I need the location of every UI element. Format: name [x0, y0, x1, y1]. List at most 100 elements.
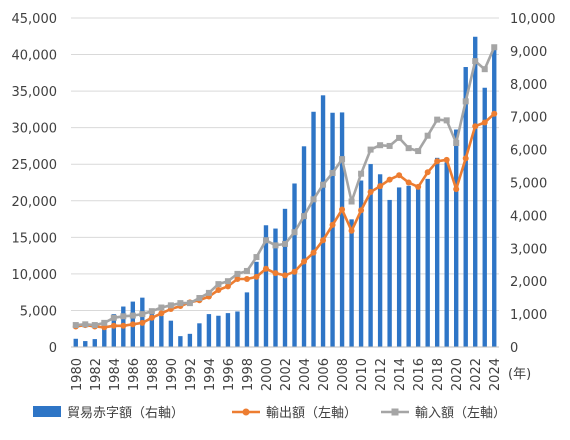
import-point — [424, 132, 431, 139]
import-point — [339, 156, 346, 163]
left-axis-tick-label: 45,000 — [12, 12, 58, 27]
export-point — [367, 189, 374, 196]
deficit-bar — [111, 314, 116, 347]
left-axis-tick-label: 0 — [49, 341, 57, 356]
import-point — [348, 198, 355, 205]
deficit-bar — [473, 36, 478, 348]
export-point — [348, 227, 355, 234]
export-point — [329, 221, 336, 228]
import-point — [282, 240, 288, 247]
deficit-bar — [415, 189, 421, 347]
import-point — [453, 140, 460, 147]
right-axis-tick-label: 1,000 — [510, 308, 547, 323]
legend-swatch — [242, 408, 250, 416]
deficit-bar — [235, 311, 240, 347]
x-axis-tick-label: 2002 — [279, 358, 294, 391]
export-point — [139, 319, 146, 326]
import-point — [243, 267, 250, 274]
import-point — [329, 169, 336, 176]
left-axis-tick-label: 40,000 — [12, 49, 58, 64]
left-axis-tick-label: 20,000 — [12, 195, 58, 210]
import-point — [158, 304, 165, 311]
x-axis-tick-label: 1998 — [241, 358, 256, 391]
x-axis-tick-label: 1984 — [108, 358, 123, 391]
x-axis-tick-label: 1990 — [165, 358, 180, 391]
x-axis-tick-label: 2006 — [317, 358, 332, 391]
right-axis-tick-label: 0 — [510, 341, 518, 356]
import-point — [186, 300, 193, 307]
x-axis-tick-label: 2008 — [336, 358, 351, 391]
deficit-bar — [311, 111, 316, 347]
import-point — [177, 300, 184, 307]
left-axis-tick-label: 30,000 — [12, 122, 58, 137]
deficit-bar — [83, 341, 88, 347]
export-point — [234, 276, 241, 283]
import-point — [215, 281, 222, 288]
deficit-bar — [330, 112, 335, 347]
left-axis-tick-label: 25,000 — [12, 158, 58, 173]
deficit-bar — [178, 336, 183, 347]
export-point — [129, 321, 136, 328]
export-point — [224, 283, 231, 290]
deficit-bar — [168, 320, 174, 347]
right-axis-tick-label: 10,000 — [510, 12, 556, 27]
x-axis-tick-label: 2024 — [488, 358, 503, 391]
export-point — [434, 158, 441, 165]
deficit-bar — [434, 157, 440, 347]
export-point — [405, 179, 412, 186]
import-point — [405, 145, 412, 152]
deficit-bar — [463, 67, 468, 348]
import-point — [358, 170, 365, 177]
deficit-bar — [244, 292, 250, 347]
import-point — [301, 213, 308, 220]
import-point — [443, 117, 450, 124]
export-point — [282, 272, 288, 279]
legend: 貿易赤字額（右軸） 輸出額（左軸） 輸入額（左軸） — [33, 406, 506, 421]
x-axis-tick-label: 2022 — [469, 358, 484, 391]
import-point — [129, 312, 136, 319]
deficit-bar — [159, 315, 164, 347]
import-point — [415, 148, 422, 155]
import-point — [196, 295, 203, 302]
right-axis-tick-label: 2,000 — [510, 275, 547, 290]
deficit-bar — [492, 45, 497, 348]
deficit-bar — [225, 313, 231, 347]
x-axis-tick-label: 2014 — [393, 358, 408, 391]
deficit-bar — [358, 180, 364, 347]
export-point — [396, 172, 403, 179]
export-point — [110, 322, 117, 329]
import-point — [377, 142, 384, 149]
legend-label: 貿易赤字額（右軸） — [67, 406, 184, 421]
gridlines — [71, 17, 499, 311]
left-axis-tick-label: 5,000 — [20, 304, 57, 319]
import-point — [148, 308, 155, 315]
deficit-bar — [301, 146, 307, 347]
deficit-bar — [216, 315, 221, 347]
import-point — [234, 270, 241, 277]
right-axis-tick-label: 5,000 — [510, 177, 547, 192]
deficit-bar — [187, 333, 193, 347]
import-point — [462, 98, 469, 105]
import-point — [253, 254, 260, 261]
x-axis-unit: (年) — [508, 367, 531, 382]
right-axis-tick-label: 6,000 — [510, 144, 547, 159]
deficit-bar — [444, 162, 449, 347]
export-point — [472, 123, 479, 130]
export-point — [320, 237, 327, 244]
import-point — [272, 242, 279, 249]
x-axis-tick-label: 1986 — [127, 358, 142, 391]
deficit-bar — [396, 187, 402, 347]
deficit-bar — [482, 87, 487, 348]
right-axis-tick-label: 8,000 — [510, 78, 547, 93]
legend-label: 輸出額（左軸） — [266, 406, 357, 421]
x-axis-tick-label: 2010 — [355, 358, 370, 391]
x-axis-tick-label: 2016 — [412, 358, 427, 391]
x-axis-tick-label: 2020 — [450, 358, 465, 391]
deficit-bar — [349, 219, 354, 347]
export-point — [415, 183, 422, 190]
export-point — [491, 110, 498, 117]
import-point — [291, 229, 298, 236]
x-axis-tick-label: 1980 — [70, 358, 85, 391]
